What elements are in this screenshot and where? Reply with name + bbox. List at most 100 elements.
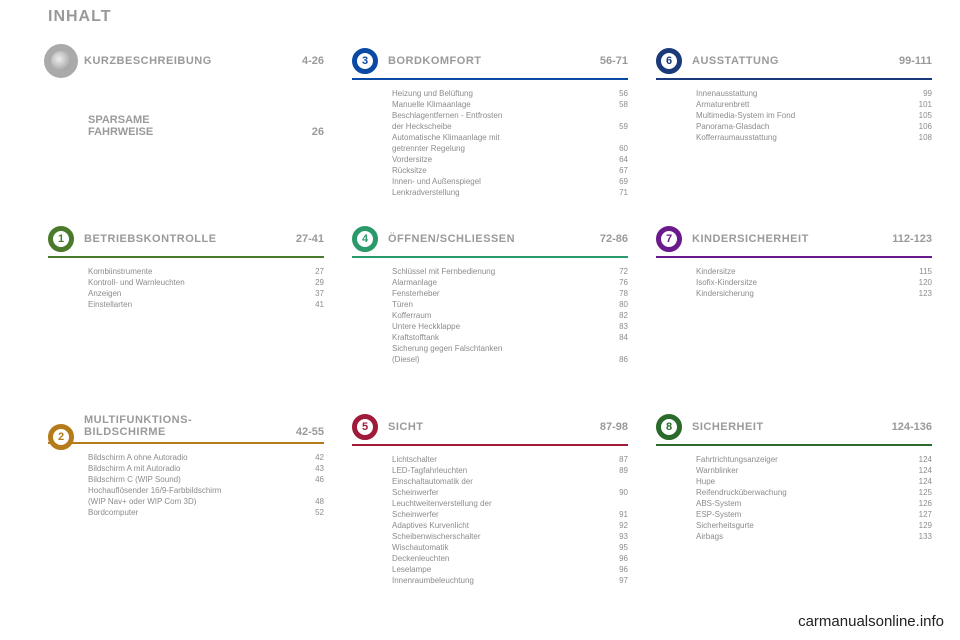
section-rule (48, 442, 324, 444)
toc-item: Leuchtweitenverstellung der (392, 498, 628, 509)
section-title: MULTIFUNKTIONS- (84, 414, 324, 426)
toc-item-page: 101 (906, 99, 932, 110)
toc-item: Bildschirm A mit Autoradio43 (88, 463, 324, 474)
toc-item-label: Adaptives Kurvenlicht (392, 520, 602, 531)
toc-item: Innenraumbeleuchtung97 (392, 575, 628, 586)
toc-item-page: 108 (906, 132, 932, 143)
toc-item-page: 78 (602, 288, 628, 299)
toc-item-page: 80 (602, 299, 628, 310)
toc-item-page: 93 (602, 531, 628, 542)
toc-item: Kombiinstrumente27 (88, 266, 324, 277)
toc-item: Hupe124 (696, 476, 932, 487)
item-list: Kindersitze115Isofix-Kindersitze120Kinde… (696, 266, 932, 299)
toc-item-label: Hupe (696, 476, 906, 487)
toc-item-page: 126 (906, 498, 932, 509)
toc-item: Sicherheitsgurte129 (696, 520, 932, 531)
toc-item-label: Bildschirm A ohne Autoradio (88, 452, 298, 463)
toc-item-page (602, 498, 628, 509)
toc-item-label: Fahrtrichtungsanzeiger (696, 454, 906, 465)
toc-item-page: 91 (602, 509, 628, 520)
toc-item-label: ABS-System (696, 498, 906, 509)
section-number: 6 (666, 55, 672, 67)
toc-item: Sicherung gegen Falschtanken (392, 343, 628, 354)
section-range: 99-111 (899, 55, 932, 67)
toc-item: Lenkradverstellung71 (392, 187, 628, 198)
section-heading: ÖFFNEN/SCHLIESSEN 72-86 (388, 226, 628, 252)
item-list: Lichtschalter87LED-Tagfahrleuchten89Eins… (392, 454, 628, 586)
toc-item-page: 59 (602, 121, 628, 132)
section-number-icon: 8 (656, 414, 682, 440)
toc-item-page: 87 (602, 454, 628, 465)
toc-item: Panorama-Glasdach106 (696, 121, 932, 132)
toc-item: Einstellarten41 (88, 299, 324, 310)
sparse-label: FAHRWEISE (88, 126, 153, 138)
toc-item-label: LED-Tagfahrleuchten (392, 465, 602, 476)
toc-item: Scheinwerfer90 (392, 487, 628, 498)
toc-item-page: 97 (602, 575, 628, 586)
section-sicherheit: 8 SICHERHEIT 124-136 Fahrtrichtungsanzei… (656, 414, 932, 614)
section-number: 7 (666, 233, 672, 245)
section-title: KURZBESCHREIBUNG (84, 55, 212, 67)
toc-item-page: 58 (602, 99, 628, 110)
toc-item: Anzeigen37 (88, 288, 324, 299)
toc-item-page: 82 (602, 310, 628, 321)
toc-item-label: Scheinwerfer (392, 487, 602, 498)
section-number-icon: 2 (48, 424, 74, 450)
page-title: INHALT (48, 8, 111, 26)
toc-item-label: Untere Heckklappe (392, 321, 602, 332)
section-title: ÖFFNEN/SCHLIESSEN (388, 233, 515, 245)
toc-item: Beschlagentfernen - Entfrosten (392, 110, 628, 121)
toc-item-label: Leuchtweitenverstellung der (392, 498, 602, 509)
toc-item: Rücksitze67 (392, 165, 628, 176)
section-range: 56-71 (600, 55, 628, 67)
toc-item: Scheinwerfer91 (392, 509, 628, 520)
section-rule (352, 444, 628, 446)
section-multifunktion: 2 MULTIFUNKTIONS- BILDSCHIRME 42-55 Bild… (48, 414, 324, 614)
toc-item-page: 125 (906, 487, 932, 498)
toc-item: Hochauflösender 16/9-Farbbildschirm (88, 485, 324, 496)
toc-item-page: 129 (906, 520, 932, 531)
toc-item: Lichtschalter87 (392, 454, 628, 465)
section-number-icon: 7 (656, 226, 682, 252)
section-number-icon: 4 (352, 226, 378, 252)
sparse-line: FAHRWEISE 26 (88, 126, 324, 138)
item-list: Schlüssel mit Fernbedienung72Alarmanlage… (392, 266, 628, 365)
toc-item-label: Armaturenbrett (696, 99, 906, 110)
toc-item-label: Warnblinker (696, 465, 906, 476)
toc-item: Kofferraumausstattung108 (696, 132, 932, 143)
section-rule (48, 256, 324, 258)
toc-item-label: Innenausstattung (696, 88, 906, 99)
item-list: Kombiinstrumente27Kontroll- und Warnleuc… (88, 266, 324, 310)
toc-item-label: Kombiinstrumente (88, 266, 298, 277)
toc-item: ABS-System126 (696, 498, 932, 509)
toc-item-label: Türen (392, 299, 602, 310)
section-range: 124-136 (892, 421, 932, 433)
toc-item-page: 124 (906, 465, 932, 476)
toc-item-label: Rücksitze (392, 165, 602, 176)
toc-item-page: 69 (602, 176, 628, 187)
toc-item: Leselampe96 (392, 564, 628, 575)
toc-item: Kontroll- und Warnleuchten29 (88, 277, 324, 288)
toc-item-label: Kontroll- und Warnleuchten (88, 277, 298, 288)
section-rule (656, 78, 932, 80)
section-oeffnen: 4 ÖFFNEN/SCHLIESSEN 72-86 Schlüssel mit … (352, 226, 628, 406)
toc-item-page (602, 110, 628, 121)
toc-item-label: Isofix-Kindersitze (696, 277, 906, 288)
toc-item-page: 42 (298, 452, 324, 463)
toc-item-label: Einstellarten (88, 299, 298, 310)
toc-item-label: Sicherung gegen Falschtanken (392, 343, 602, 354)
section-number-icon (44, 44, 78, 78)
section-number: 8 (666, 421, 672, 433)
toc-item-page: 124 (906, 454, 932, 465)
toc-item-label: Kofferraum (392, 310, 602, 321)
section-heading: BORDKOMFORT 56-71 (388, 48, 628, 74)
toc-item: Reifendrucküberwachung125 (696, 487, 932, 498)
toc-item: Manuelle Klimaanlage58 (392, 99, 628, 110)
toc-item: Vordersitze64 (392, 154, 628, 165)
toc-item-page: 52 (298, 507, 324, 518)
toc-item-label: Lenkradverstellung (392, 187, 602, 198)
toc-item: Adaptives Kurvenlicht92 (392, 520, 628, 531)
section-bordkomfort: 3 BORDKOMFORT 56-71 Heizung und Belüftun… (352, 48, 628, 218)
toc-item-page: 86 (602, 354, 628, 365)
toc-item: der Heckscheibe59 (392, 121, 628, 132)
